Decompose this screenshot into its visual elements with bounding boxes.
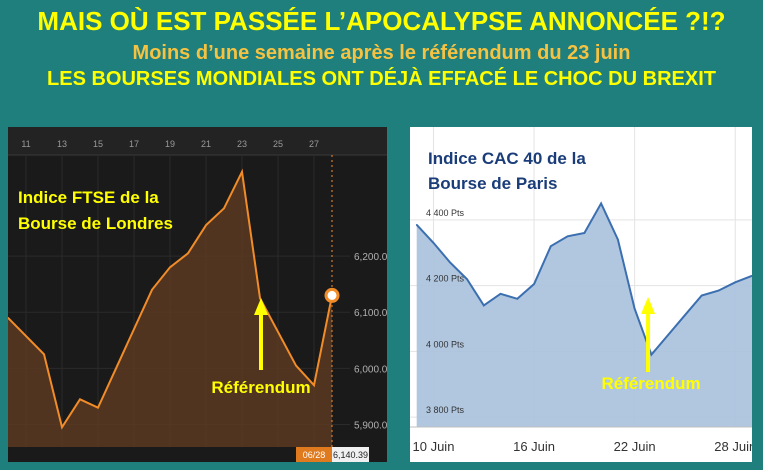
cac-data-point (499, 293, 502, 295)
ftse-data-point (241, 171, 243, 173)
cac-data-point (566, 235, 569, 238)
headline-subtitle: Moins d’une semaine après le référendum … (132, 42, 631, 64)
ftse-data-point (115, 367, 117, 370)
cac-data-point (700, 294, 703, 297)
cac-data-point (466, 278, 468, 280)
cac-data-point (550, 245, 552, 247)
ftse-referendum-label: Référendum (211, 378, 310, 397)
ftse-x-tick: 25 (273, 139, 283, 149)
ftse-data-point (8, 317, 9, 319)
cac-y-tick: 4 000 Pts (426, 339, 465, 349)
headline-banner: LES BOURSES MONDIALES ONT DÉJÀ EFFACÉ LE… (47, 68, 716, 90)
ftse-data-point (151, 288, 153, 291)
cac-chart-panel: 4 400 Pts 4 200 Pts 4 000 Pts 3 800 Pts 10 J… (410, 127, 752, 462)
cac-data-point (482, 304, 485, 307)
cac-data-point (600, 202, 602, 205)
ftse-data-point (205, 224, 207, 226)
cac-data-point (684, 314, 686, 317)
ftse-cursor-value: 6,140.39 (333, 450, 368, 460)
ftse-y-tick: 6,100.00 (354, 308, 387, 319)
ftse-y-tick: 6,000.00 (354, 364, 387, 375)
cac-data-point (449, 261, 452, 264)
ftse-y-tick: 6,200.00 (354, 252, 387, 263)
cac-referendum-arrowhead (641, 297, 656, 314)
ftse-title-line2: Bourse de Londres (18, 214, 173, 233)
cac-y-tick: 4 200 Pts (426, 274, 465, 284)
ftse-series-line (8, 168, 333, 430)
ftse-date-strip (8, 127, 387, 155)
headline: MAIS OÙ EST PASSÉE L’APOCALYPSE ANNONCÉE… (0, 0, 763, 92)
ftse-data-point (187, 252, 189, 255)
ftse-data-point (259, 297, 261, 299)
cac-data-point (583, 232, 586, 234)
ftse-x-tick: 23 (237, 139, 247, 149)
cac-data-point (516, 297, 519, 300)
cac-x-tick: 10 Juin (413, 439, 455, 454)
headline-title: MAIS OÙ EST PASSÉE L’APOCALYPSE ANNONCÉE… (37, 6, 726, 36)
cac-data-point (751, 274, 752, 277)
cac-x-tick: 28 Juin (714, 439, 752, 454)
ftse-data-point (295, 364, 297, 367)
cac-x-tick: 16 Juin (513, 439, 555, 454)
ftse-y-tick: 5,900.00 (354, 421, 387, 432)
ftse-x-tick: 21 (201, 139, 211, 149)
ftse-cursor-value-box (332, 447, 369, 462)
cac-x-tick: 22 Juin (614, 439, 656, 454)
ftse-data-point (169, 266, 171, 269)
ftse-data-point (313, 384, 315, 387)
ftse-x-tick: 27 (309, 139, 319, 149)
ftse-cursor-marker (324, 287, 340, 303)
cac-data-point (415, 224, 418, 226)
cac-data-point (717, 289, 720, 292)
cac-area (416, 203, 752, 427)
ftse-title-line1: Indice FTSE de la (18, 188, 159, 207)
ftse-x-tick: 13 (57, 139, 67, 149)
ftse-cursor-date-box (296, 447, 332, 462)
cac-data-point (667, 334, 669, 336)
ftse-x-tick: 15 (93, 139, 103, 149)
ftse-data-point (79, 398, 81, 401)
cac-data-point (734, 281, 737, 284)
cac-data-point (432, 242, 435, 244)
cac-y-tick: 4 400 Pts (426, 208, 465, 218)
ftse-referendum-arrowhead (254, 298, 268, 315)
cac-referendum-label: Référendum (601, 374, 700, 393)
ftse-x-tick: 11 (21, 139, 30, 149)
ftse-data-point (61, 426, 63, 429)
cac-chart: 4 400 Pts 4 200 Pts 4 000 Pts 3 800 Pts 10 J… (410, 127, 752, 462)
cac-data-point (633, 307, 636, 310)
ftse-x-tick: 19 (165, 139, 175, 149)
ftse-data-point (43, 353, 45, 356)
cac-y-tick: 3 800 Pts (426, 405, 465, 415)
ftse-cursor-date: 06/28 (303, 450, 326, 460)
ftse-chart-panel: 11 13 15 17 19 21 23 25 27 6,200.00 6,100.00 6,000.… (8, 127, 387, 462)
cac-title-line1: Indice CAC 40 de la (428, 149, 586, 168)
cac-data-point (650, 353, 653, 356)
cac-title-line2: Bourse de Paris (428, 174, 557, 193)
cac-data-point (617, 238, 619, 241)
ftse-chart: 11 13 15 17 19 21 23 25 27 6,200.00 6,100.00 6,000.… (8, 127, 387, 462)
cac-data-point (533, 283, 535, 285)
ftse-data-point (223, 207, 225, 210)
ftse-data-point (97, 406, 99, 409)
ftse-x-tick: 17 (129, 139, 139, 149)
